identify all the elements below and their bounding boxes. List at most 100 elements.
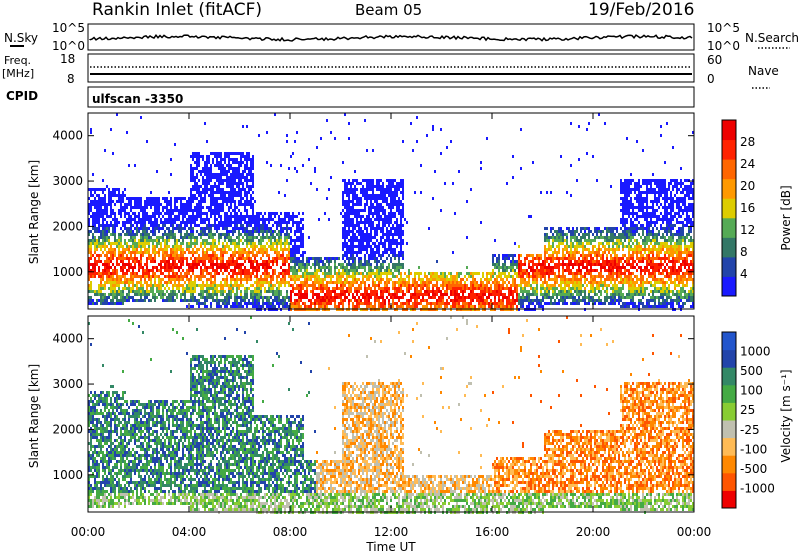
heatmap-cell [484, 284, 486, 287]
heatmap-cell [142, 215, 144, 218]
heatmap-cell [236, 251, 238, 254]
heatmap-cell [418, 275, 420, 278]
heatmap-cell [102, 278, 104, 281]
heatmap-cell [178, 257, 180, 260]
heatmap-cell [154, 248, 156, 251]
heatmap-cell [394, 263, 396, 266]
heatmap-cell [442, 284, 444, 287]
heatmap-cell [370, 233, 372, 236]
heatmap-cell [90, 188, 92, 191]
heatmap-cell [146, 206, 148, 209]
heatmap-cell [368, 272, 370, 275]
heatmap-cell [400, 272, 402, 275]
heatmap-cell [402, 230, 404, 233]
heatmap-cell [226, 218, 228, 221]
heatmap-cell [334, 257, 336, 260]
heatmap-cell [458, 275, 460, 278]
heatmap-cell [98, 236, 100, 239]
heatmap-cell [112, 269, 114, 272]
heatmap-cell [282, 230, 284, 233]
heatmap-cell [342, 221, 344, 224]
heatmap-cell [110, 293, 112, 296]
heatmap-cell [202, 296, 204, 299]
heatmap-cell [92, 212, 94, 215]
heatmap-cell [446, 278, 448, 281]
heatmap-cell [494, 296, 496, 299]
heatmap-cell [102, 269, 104, 272]
heatmap-cell [256, 212, 258, 215]
heatmap-cell [416, 287, 418, 290]
heatmap-cell [160, 287, 162, 290]
heatmap-cell [266, 275, 268, 278]
heatmap-cell [202, 179, 204, 182]
heatmap-cell [496, 293, 498, 296]
heatmap-cell [178, 281, 180, 284]
heatmap-cell [188, 200, 190, 203]
heatmap-cell [494, 239, 496, 242]
heatmap-cell [362, 272, 364, 275]
heatmap-cell [398, 266, 400, 269]
heatmap-cell [396, 254, 398, 257]
heatmap-cell [400, 224, 402, 227]
heatmap-cell [140, 233, 142, 236]
heatmap-cell [378, 179, 380, 182]
heatmap-cell [298, 305, 300, 308]
heatmap-cell [216, 158, 218, 161]
heatmap-cell [128, 248, 130, 251]
heatmap-cell [378, 251, 380, 254]
heatmap-cell [196, 209, 198, 212]
heatmap-cell [204, 218, 206, 221]
heatmap-cell [210, 248, 212, 251]
heatmap-cell [288, 248, 290, 251]
heatmap-cell [402, 251, 404, 254]
heatmap-cell [358, 209, 360, 212]
heatmap-cell [402, 215, 404, 218]
heatmap-cell [224, 161, 226, 164]
heatmap-cell [354, 305, 356, 308]
heatmap-cell [276, 263, 278, 266]
heatmap-cell [354, 233, 356, 236]
heatmap-cell [448, 287, 450, 290]
heatmap-cell [354, 290, 356, 293]
heatmap-cell [162, 296, 164, 299]
heatmap-cell [138, 290, 140, 293]
heatmap-cell [148, 245, 150, 248]
heatmap-cell [108, 263, 110, 266]
heatmap-cell [180, 242, 182, 245]
heatmap-cell [118, 221, 120, 224]
heatmap-cell [384, 305, 386, 308]
heatmap-cell [280, 272, 282, 275]
heatmap-cell [344, 242, 346, 245]
heatmap-cell [94, 215, 96, 218]
heatmap-cell [236, 176, 238, 179]
heatmap-cell [126, 212, 128, 215]
heatmap-cell [118, 257, 120, 260]
heatmap-cell [300, 260, 302, 263]
heatmap-cell [278, 191, 280, 194]
heatmap-cell [212, 191, 214, 194]
heatmap-cell [344, 212, 346, 215]
heatmap-cell [196, 164, 198, 167]
heatmap-cell [238, 209, 240, 212]
heatmap-cell [130, 224, 132, 227]
heatmap-cell [430, 281, 432, 284]
heatmap-cell [134, 239, 136, 242]
heatmap-cell [350, 200, 352, 203]
heatmap-cell [134, 263, 136, 266]
heatmap-cell [376, 203, 378, 206]
heatmap-cell [182, 218, 184, 221]
heatmap-cell [170, 299, 172, 302]
heatmap-cell [220, 209, 222, 212]
heatmap-cell [348, 281, 350, 284]
heatmap-cell [348, 302, 350, 305]
heatmap-cell [190, 233, 192, 236]
heatmap-cell [304, 269, 306, 272]
heatmap-cell [156, 296, 158, 299]
heatmap-cell [110, 221, 112, 224]
heatmap-cell [170, 236, 172, 239]
heatmap-cell [374, 242, 376, 245]
heatmap-cell [284, 212, 286, 215]
heatmap-cell [240, 290, 242, 293]
heatmap-cell [244, 230, 246, 233]
heatmap-cell [220, 263, 222, 266]
